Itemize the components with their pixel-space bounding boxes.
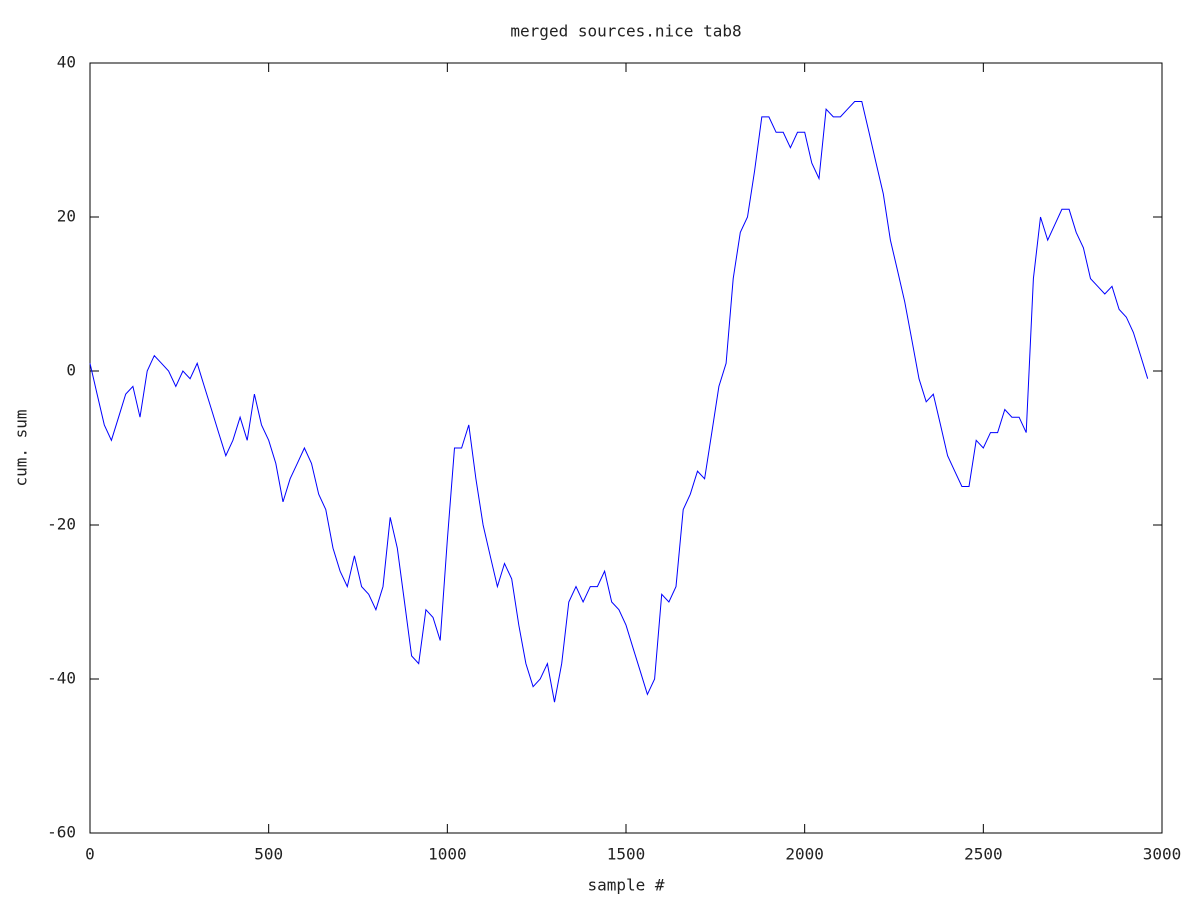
x-tick-label: 3000 <box>1143 845 1182 864</box>
plot-frame <box>89 62 1163 834</box>
y-tick-label: -60 <box>47 823 76 842</box>
x-tick-label: 2000 <box>785 845 824 864</box>
y-tick-label: -20 <box>47 515 76 534</box>
x-tick-label: 1000 <box>428 845 467 864</box>
y-tick-label: 40 <box>57 53 76 72</box>
y-axis-label: cum. sum <box>12 409 31 486</box>
x-axis-label: sample # <box>587 876 664 895</box>
x-tick-label: 500 <box>254 845 283 864</box>
x-tick-label: 1500 <box>607 845 646 864</box>
y-tick-label: 0 <box>66 361 76 380</box>
data-line <box>89 101 1149 703</box>
x-tick-label: 2500 <box>964 845 1003 864</box>
y-tick-label: -40 <box>47 669 76 688</box>
x-tick-label: 0 <box>85 845 95 864</box>
chart-title: merged sources.nice tab8 <box>510 22 741 41</box>
y-tick-label: 20 <box>57 207 76 226</box>
